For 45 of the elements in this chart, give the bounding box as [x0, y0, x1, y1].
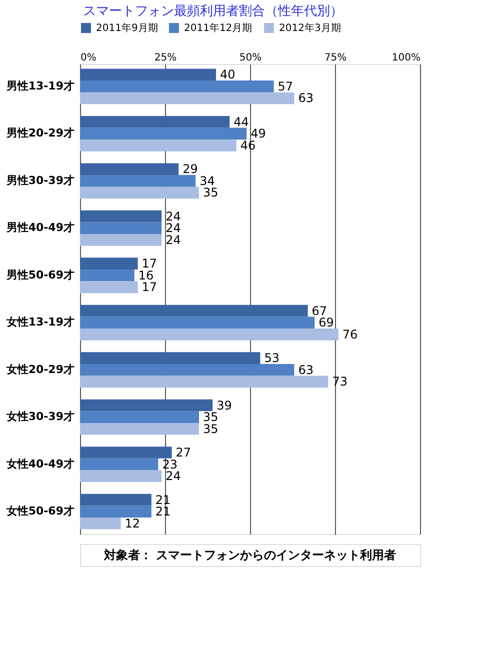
y-tick-label: 男性20-29才 [5, 126, 74, 140]
data-label: 12 [124, 516, 140, 530]
y-tick-label: 女性50-69才 [5, 504, 74, 518]
text: 対象者： スマートフォンからのインターネット利用者 [102, 548, 396, 562]
data-label: 67 [312, 304, 328, 318]
y-tick-label: 男性30-39才 [5, 174, 74, 187]
data-label: 53 [264, 351, 280, 366]
y-tick-label: 女性30-39才 [5, 410, 74, 424]
data-label: 24 [166, 221, 181, 236]
data-label: 24 [166, 232, 181, 247]
data-label: 40 [220, 68, 236, 82]
x-tick-label: 100% [392, 52, 420, 64]
data-label: 29 [182, 162, 198, 176]
y-tick-label: 男性50-69才 [5, 268, 74, 282]
y-tick-label: 女性20-29才 [5, 362, 74, 376]
data-label: 35 [203, 410, 218, 424]
data-label: 17 [142, 280, 158, 294]
data-label: 63 [298, 362, 314, 377]
data-label: 76 [342, 327, 358, 342]
data-label: 49 [250, 126, 266, 141]
data-label: 57 [278, 79, 294, 94]
legend-label: 2011年12月期 [184, 22, 252, 34]
x-tick-label: 25% [154, 52, 177, 64]
y-tick-label: 女性40-49才 [5, 457, 74, 470]
data-label: 24 [166, 209, 181, 224]
data-label: 27 [176, 446, 192, 460]
y-tick-label: 女性13-19才 [5, 316, 74, 329]
y-tick-label: 男性13-19才 [5, 79, 74, 92]
chart-title: スマートフォン最頻利用者割合（性年代別） [82, 4, 343, 19]
data-label: 35 [203, 422, 218, 436]
y-tick-label: 男性40-49才 [5, 221, 74, 234]
data-label: 69 [318, 316, 334, 330]
data-label: 24 [166, 469, 181, 484]
x-tick-label: 75% [324, 52, 347, 64]
x-tick-label: 50% [239, 52, 262, 64]
data-label: 17 [142, 256, 158, 271]
data-label: 34 [200, 174, 215, 188]
legend-label: 2012年3月期 [279, 22, 341, 34]
legend-label: 2011年9月期 [96, 22, 158, 34]
data-label: 16 [138, 268, 154, 282]
data-label: 63 [298, 91, 314, 106]
data-label: 44 [234, 114, 249, 129]
data-label: 35 [203, 186, 218, 200]
x-tick-label: 0% [80, 52, 96, 64]
data-label: 39 [216, 398, 232, 412]
